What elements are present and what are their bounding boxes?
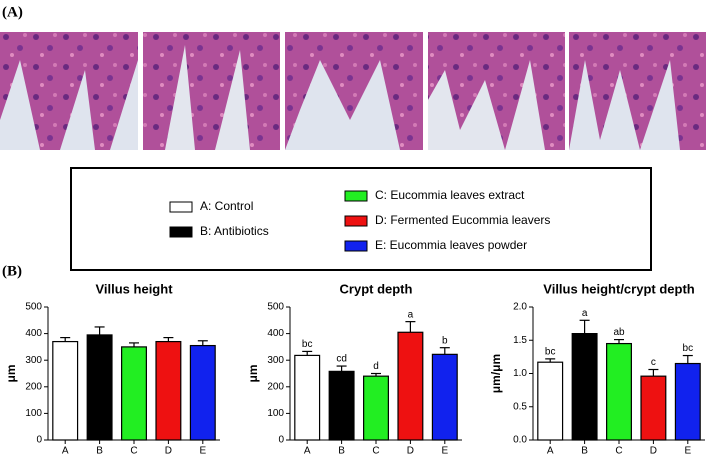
significance-label: d — [373, 361, 379, 372]
significance-label: bc — [302, 339, 313, 350]
legend-label: B: Antibiotics — [200, 224, 269, 238]
x-tick-label: D — [650, 446, 657, 454]
significance-label: bc — [683, 343, 694, 354]
legend-label: D: Fermented Eucommia leavers — [375, 213, 550, 227]
significance-label: b — [442, 335, 448, 346]
significance-label: cd — [336, 354, 347, 365]
legend-swatch — [344, 190, 368, 202]
x-tick-label: D — [165, 446, 172, 454]
panel-label: (B) — [2, 263, 22, 279]
chart-title: Villus height — [95, 281, 173, 296]
chart-title: Crypt depth — [340, 281, 413, 296]
x-tick-label: E — [684, 446, 691, 454]
bar — [571, 333, 598, 441]
bar — [431, 353, 458, 441]
x-tick-label: A — [62, 446, 69, 454]
histology-images — [0, 32, 706, 150]
x-tick-label: B — [581, 446, 588, 454]
legend-swatch — [344, 240, 368, 252]
bar — [397, 331, 424, 441]
y-tick-label: 300 — [267, 355, 284, 366]
x-tick-label: C — [130, 446, 137, 454]
x-tick-label: E — [199, 446, 206, 454]
legend-label: E: Eucommia leaves powder — [375, 238, 527, 252]
y-tick-label: 400 — [25, 328, 42, 339]
x-tick-label: D — [407, 446, 414, 454]
y-tick-label: 400 — [267, 328, 284, 339]
y-tick-label: 100 — [267, 408, 284, 419]
x-tick-label: B — [338, 446, 345, 454]
bar — [294, 354, 321, 441]
significance-label: a — [408, 309, 414, 320]
y-axis-label: μm — [4, 364, 18, 382]
y-axis-label: μm — [246, 364, 260, 382]
bar — [189, 344, 216, 441]
x-tick-label: A — [547, 446, 554, 454]
y-tick-label: 0 — [36, 435, 42, 446]
bar — [674, 362, 701, 441]
significance-label: bc — [545, 347, 556, 358]
bar — [537, 361, 564, 441]
legend-swatch — [169, 201, 193, 213]
bar — [363, 375, 389, 441]
y-tick-label: 0 — [278, 435, 284, 446]
y-tick-label: 500 — [25, 302, 42, 313]
bar — [121, 346, 147, 441]
y-tick-label: 100 — [25, 408, 42, 419]
legend-swatch — [169, 226, 193, 238]
bar — [86, 334, 113, 441]
y-axis-label: μm/μm — [489, 354, 503, 393]
legend-label: C: Eucommia leaves extract — [375, 188, 525, 202]
legend-label: A: Control — [200, 199, 253, 213]
bar — [52, 340, 79, 441]
y-tick-label: 0.5 — [513, 401, 527, 412]
legend-swatch — [344, 215, 368, 227]
x-tick-label: A — [304, 446, 311, 454]
y-tick-label: 1.0 — [513, 368, 527, 379]
x-tick-label: C — [372, 446, 379, 454]
y-tick-label: 300 — [25, 355, 42, 366]
bar — [328, 370, 355, 441]
bar — [155, 340, 182, 441]
y-tick-label: 2.0 — [513, 302, 527, 313]
chart-title: Villus height/crypt depth — [543, 281, 695, 296]
significance-label: a — [582, 308, 588, 319]
significance-label: ab — [613, 327, 625, 338]
bar — [640, 375, 667, 441]
y-tick-label: 0.0 — [513, 435, 527, 446]
x-tick-label: C — [615, 446, 622, 454]
y-tick-label: 200 — [267, 381, 284, 392]
x-tick-label: E — [441, 446, 448, 454]
x-tick-label: B — [96, 446, 103, 454]
significance-label: c — [651, 357, 656, 368]
y-tick-label: 500 — [267, 302, 284, 313]
y-tick-label: 1.5 — [513, 335, 527, 346]
y-tick-label: 200 — [25, 381, 42, 392]
panel-label: (A) — [2, 4, 23, 20]
bar — [606, 342, 632, 441]
